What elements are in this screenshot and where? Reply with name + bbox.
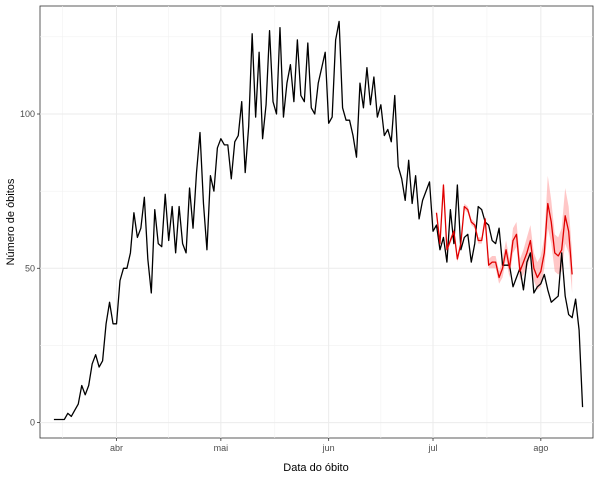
y-axis-label: Número de óbitos bbox=[5, 178, 17, 265]
series-lines bbox=[53, 20, 584, 421]
confidence-bands bbox=[436, 175, 573, 293]
x-tick-label: abr bbox=[110, 443, 123, 453]
axis-ticks: abr mai jun jul ago 0 50 100 bbox=[20, 109, 548, 453]
x-axis-label: Data do óbito bbox=[283, 462, 348, 474]
confidence-band-1 bbox=[436, 175, 573, 293]
x-tick-label: jun bbox=[322, 443, 335, 453]
x-tick-label: ago bbox=[533, 443, 548, 453]
y-tick-label: 100 bbox=[20, 109, 35, 119]
y-tick-label: 50 bbox=[25, 263, 35, 273]
series-line-1 bbox=[435, 184, 573, 279]
minor-gridlines bbox=[40, 6, 593, 438]
series-line-0 bbox=[53, 20, 584, 421]
y-tick-label: 0 bbox=[30, 418, 35, 428]
x-tick-label: jul bbox=[428, 443, 438, 453]
x-tick-label: mai bbox=[214, 443, 229, 453]
plot-panel bbox=[39, 5, 594, 439]
